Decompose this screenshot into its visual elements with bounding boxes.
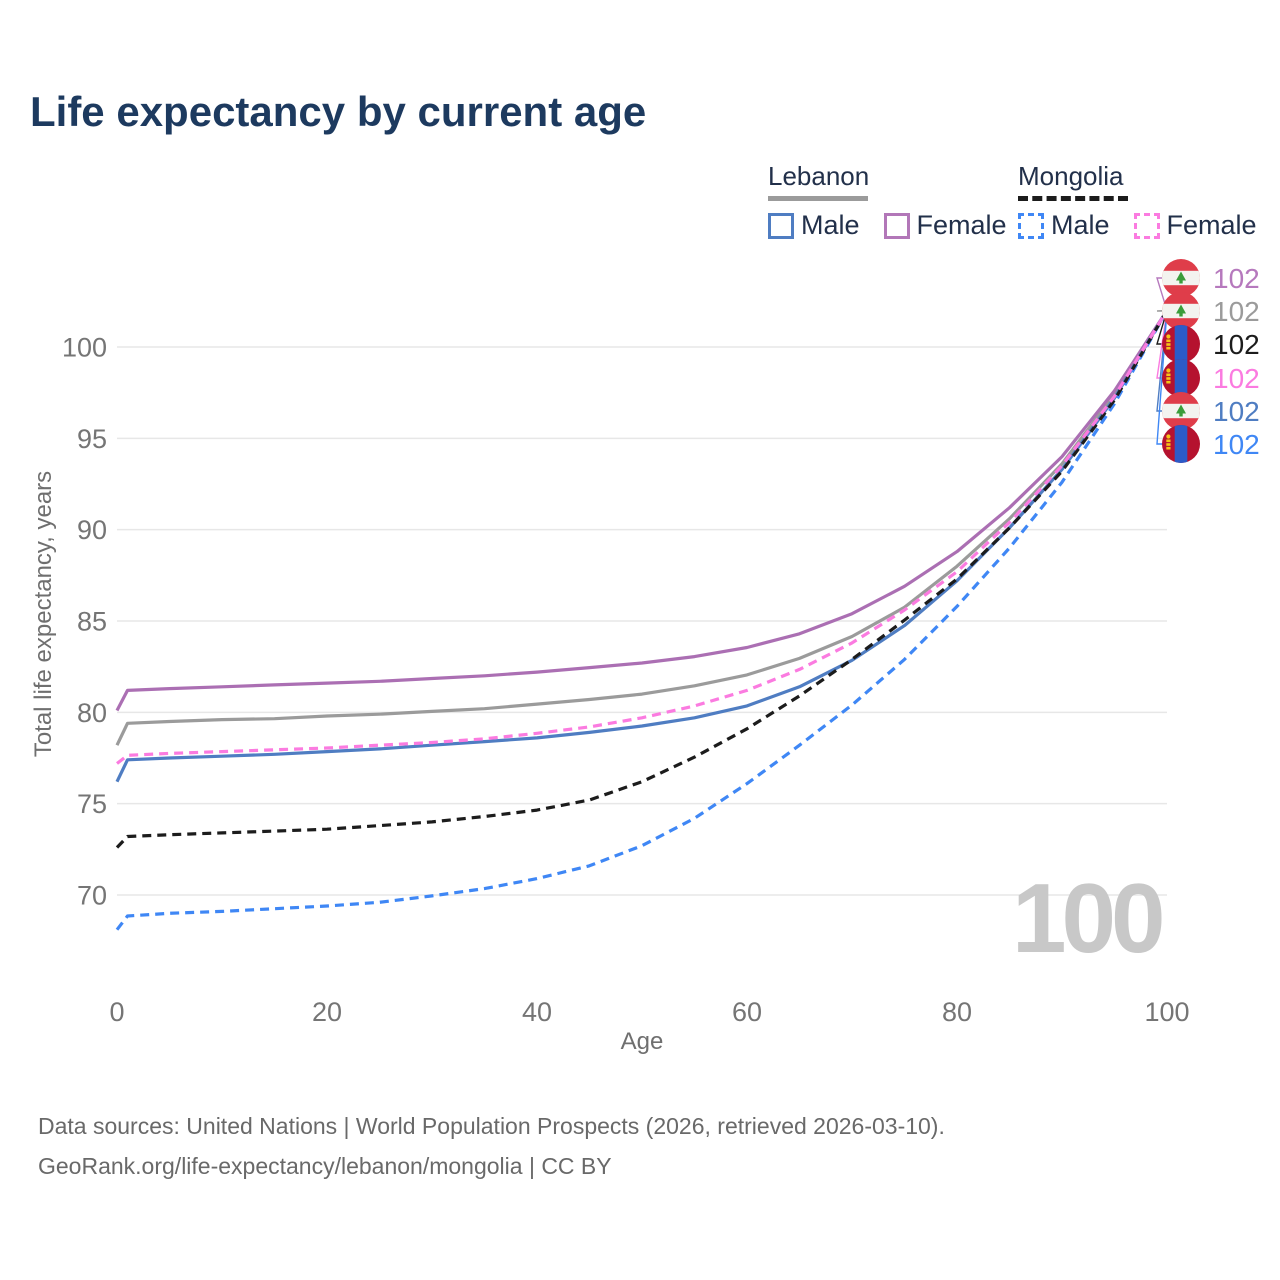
y-tick-label-70: 70 (77, 880, 107, 910)
flag-icon-mongolia (1162, 425, 1200, 463)
y-tick-label-95: 95 (77, 424, 107, 454)
end-label-value-mongolia-female: 102 (1213, 363, 1260, 394)
end-label-value-lebanon-male: 102 (1213, 396, 1260, 427)
legend-item-lebanon-female[interactable]: Female (883, 210, 1007, 241)
flag-icon-lebanon (1162, 259, 1200, 297)
source-credits: Data sources: United Nations | World Pop… (38, 1106, 945, 1186)
flag-icon-lebanon (1162, 292, 1200, 330)
legend-item-label: Female (916, 210, 1007, 240)
legend-group-mongolia: Mongolia Male Female (1018, 161, 1257, 241)
lebanon-male-swatch-icon (768, 212, 794, 239)
x-tick-label-0: 0 (109, 997, 124, 1027)
x-axis-title: Age (620, 1028, 664, 1055)
x-tick-label-20: 20 (312, 997, 342, 1027)
x-tick-label-40: 40 (522, 997, 552, 1027)
legend-item-lebanon-male[interactable]: Male (768, 210, 860, 241)
end-label-value-lebanon: 102 (1213, 296, 1260, 327)
legend-line-style-dashed (1018, 196, 1128, 201)
flag-icon-mongolia (1162, 359, 1200, 397)
attribution-line: GeoRank.org/life-expectancy/lebanon/mong… (38, 1153, 612, 1179)
mongolia-female-swatch-icon (1133, 212, 1160, 239)
series-line-mongolia-male (115, 309, 1169, 931)
end-label-value-mongolia: 102 (1213, 329, 1260, 360)
end-label-value-lebanon-female: 102 (1213, 263, 1260, 294)
lebanon-female-swatch-icon (883, 212, 910, 239)
x-tick-label-100: 100 (1144, 997, 1189, 1027)
data-source-line: Data sources: United Nations | World Pop… (38, 1113, 945, 1139)
y-tick-label-75: 75 (77, 789, 107, 819)
y-tick-label-90: 90 (77, 515, 107, 545)
x-tick-label-80: 80 (942, 997, 972, 1027)
y-tick-label-85: 85 (77, 606, 107, 636)
leader-line-mongolia-male (1156, 310, 1168, 445)
flag-icon-mongolia (1162, 325, 1200, 363)
series-line-lebanon (115, 309, 1169, 746)
y-tick-label-80: 80 (77, 698, 107, 728)
series-line-lebanon-male (115, 309, 1169, 783)
end-label-value-mongolia-male: 102 (1213, 429, 1260, 460)
flag-icon-lebanon (1162, 392, 1200, 430)
legend-country-mongolia: Mongolia (1018, 161, 1124, 191)
legend-item-label: Male (801, 210, 860, 240)
legend-item-mongolia-female[interactable]: Female (1133, 210, 1257, 241)
leader-line-mongolia-female (1156, 310, 1168, 379)
legend-country-lebanon: Lebanon (768, 161, 870, 191)
series-line-mongolia-female (116, 309, 1169, 765)
series-line-lebanon-female (115, 309, 1169, 712)
legend-group-lebanon: Lebanon Male Female (768, 161, 1007, 241)
legend-item-label: Male (1051, 210, 1110, 240)
y-tick-label-100: 100 (62, 332, 107, 362)
x-tick-label-60: 60 (732, 997, 762, 1027)
leader-line-mongolia (1156, 310, 1168, 345)
legend-item-label: Female (1166, 210, 1257, 240)
series-line-mongolia (115, 309, 1169, 849)
mongolia-male-swatch-icon (1018, 212, 1044, 239)
legend-line-style-solid (768, 196, 868, 201)
leader-line-lebanon-female (1156, 277, 1168, 311)
page-title: Life expectancy by current age (30, 88, 647, 135)
legend-item-mongolia-male[interactable]: Male (1018, 210, 1110, 241)
